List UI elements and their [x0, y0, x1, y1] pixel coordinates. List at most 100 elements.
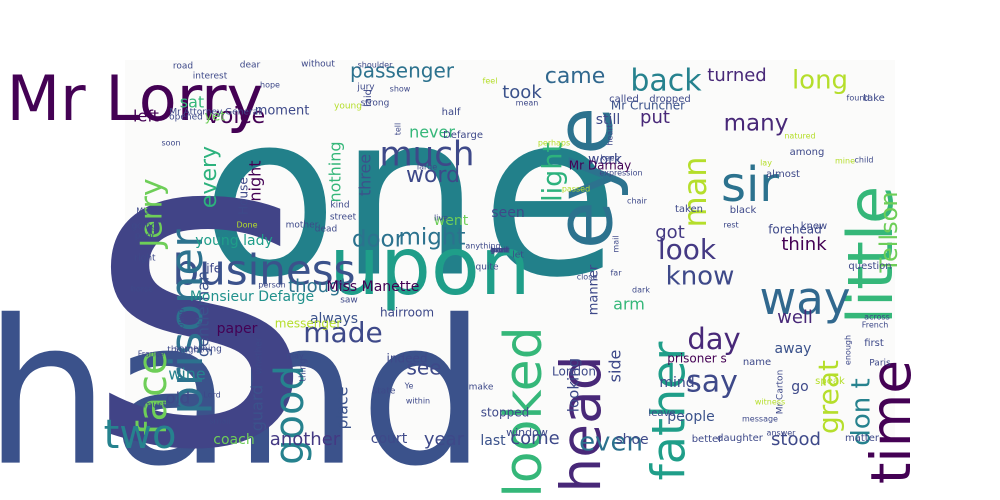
cloud-word: manner	[587, 264, 602, 315]
cloud-word: sure	[491, 246, 508, 255]
cloud-word: heart	[606, 124, 615, 145]
cloud-word: enough	[844, 335, 853, 365]
cloud-word: perhaps	[538, 139, 570, 148]
cloud-word: thing	[299, 358, 309, 381]
cloud-word: called	[609, 94, 639, 105]
cloud-word: person	[258, 281, 285, 290]
cloud-word: left	[133, 107, 159, 126]
cloud-word: look	[658, 233, 717, 266]
cloud-word: great	[812, 360, 845, 434]
cloud-word: black	[730, 205, 757, 216]
cloud-word: took	[502, 82, 542, 103]
cloud-word: daughter	[717, 433, 764, 444]
cloud-word: know	[666, 262, 735, 292]
cloud-word: witness	[755, 398, 785, 407]
cloud-word: much	[380, 135, 475, 175]
cloud-word: dark	[632, 286, 650, 295]
cloud-word: whether	[255, 337, 265, 374]
cloud-word: message	[742, 415, 778, 424]
cloud-word: prisoner	[160, 229, 213, 415]
cloud-word: dead	[315, 225, 337, 235]
cloud-word: guard	[248, 385, 267, 432]
cloud-word: shoulder	[358, 61, 393, 70]
cloud-word: Defarge	[443, 130, 483, 141]
cloud-word: mean	[516, 99, 539, 108]
cloud-word: show	[390, 85, 411, 94]
cloud-word: court	[371, 431, 408, 447]
cloud-word: Mr Attorney General	[169, 108, 260, 118]
cloud-word: right	[134, 254, 156, 264]
cloud-word: hand	[0, 278, 487, 500]
cloud-word: stopped	[481, 406, 530, 420]
cloud-word: matter	[845, 433, 880, 444]
cloud-word: put	[640, 107, 670, 128]
cloud-word: thought	[167, 346, 203, 356]
cloud-word: back	[630, 64, 702, 99]
cloud-word: name	[743, 357, 771, 368]
cloud-word: expression	[599, 169, 642, 178]
cloud-word: Mr Darnay	[569, 159, 631, 173]
cloud-word: came	[545, 64, 606, 89]
cloud-word: head	[549, 355, 613, 492]
cloud-word: across	[864, 313, 890, 322]
cloud-word: Tellson	[875, 191, 903, 273]
cloud-word: jury	[356, 83, 375, 93]
cloud-word: door	[352, 227, 405, 253]
cloud-word: passed	[562, 185, 590, 194]
cloud-word: see	[406, 356, 441, 380]
cloud-word: turned	[707, 65, 766, 86]
cloud-word: child	[855, 156, 874, 165]
cloud-word: Ye	[404, 382, 414, 391]
cloud-word: House	[237, 177, 251, 215]
cloud-word: lay	[760, 159, 772, 168]
cloud-word: well	[777, 307, 813, 328]
cloud-word: knew	[801, 221, 827, 232]
cloud-word: state	[373, 387, 396, 397]
cloud-word: nothing	[326, 141, 345, 202]
word-cloud-frame	[125, 60, 895, 440]
cloud-word: large	[417, 163, 437, 172]
cloud-word: gone	[490, 246, 510, 255]
cloud-word: mind	[659, 375, 694, 391]
cloud-word: hope	[260, 81, 280, 90]
cloud-word: one	[201, 66, 620, 328]
cloud-word: come	[510, 428, 560, 449]
cloud-word: Mr Carton	[776, 370, 786, 415]
cloud-word: way	[759, 272, 850, 325]
cloud-word: among	[790, 147, 825, 158]
cloud-word: prisoner s	[667, 352, 726, 366]
cloud-word: paper	[217, 321, 258, 337]
cloud-word: mail	[612, 235, 621, 252]
cloud-word: forehead	[768, 223, 822, 237]
cloud-word: Lord	[203, 391, 220, 400]
cloud-word: man	[676, 156, 714, 227]
cloud-word: stood	[771, 429, 821, 450]
cloud-word: good	[267, 365, 313, 465]
cloud-word: face	[130, 350, 176, 435]
cloud-word: say	[686, 365, 738, 400]
cloud-word: kind	[330, 201, 349, 211]
cloud-word: away	[775, 341, 812, 357]
cloud-word: indeed	[387, 352, 428, 366]
cloud-word: night	[246, 160, 265, 201]
cloud-word: made	[303, 316, 382, 349]
cloud-word: London	[552, 365, 596, 379]
cloud-word: messenger	[275, 317, 342, 331]
cloud-word: keep	[600, 154, 619, 163]
cloud-word: s	[85, 34, 314, 500]
cloud-word: upon	[329, 220, 530, 313]
cloud-word: side	[606, 350, 625, 383]
cloud-word: found	[847, 94, 870, 103]
cloud-word: wall	[492, 246, 508, 255]
cloud-word: horse	[131, 285, 153, 294]
cloud-word: within	[406, 397, 430, 406]
cloud-word: young	[334, 102, 362, 112]
cloud-word: answer	[767, 429, 797, 438]
cloud-word: dear	[240, 61, 261, 71]
cloud-word: soon	[161, 139, 180, 148]
cloud-word: let	[512, 251, 524, 261]
cloud-word: Miss Manette	[327, 279, 420, 295]
cloud-word: looked	[494, 326, 554, 497]
cloud-word: Paris	[869, 359, 891, 369]
cloud-word: round	[177, 308, 186, 331]
